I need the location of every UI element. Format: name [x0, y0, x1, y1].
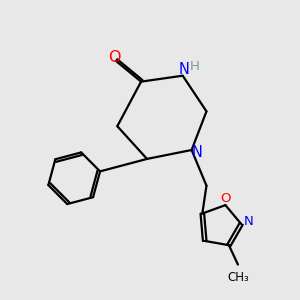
- Text: O: O: [221, 192, 231, 205]
- Text: N: N: [244, 215, 254, 228]
- Text: CH₃: CH₃: [227, 271, 249, 284]
- Text: N: N: [178, 62, 189, 77]
- Text: H: H: [190, 60, 200, 73]
- Text: N: N: [191, 145, 203, 160]
- Text: O: O: [108, 50, 121, 65]
